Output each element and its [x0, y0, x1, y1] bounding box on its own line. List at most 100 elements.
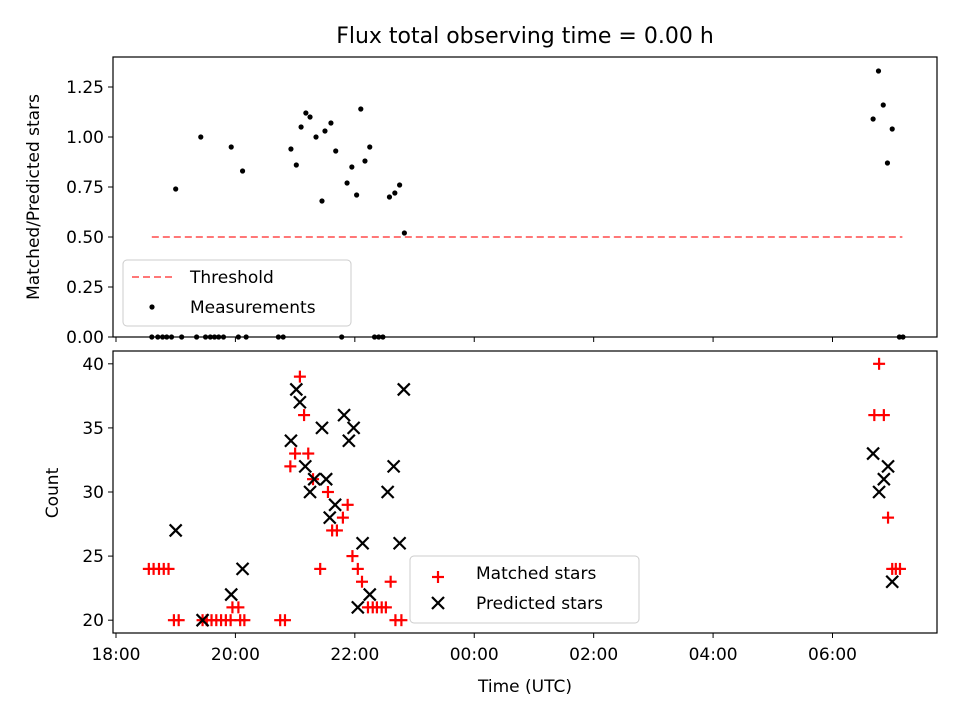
measurement-point [288, 146, 294, 152]
measurement-point [386, 194, 393, 200]
matched-star-point [293, 370, 306, 383]
measurement-point [880, 102, 886, 108]
predicted-star-point [289, 382, 304, 397]
predicted-star-point [380, 485, 395, 499]
measurement-point [173, 186, 179, 192]
bottom-y-axis-label: Count [43, 467, 63, 518]
predicted-star-point [319, 472, 333, 486]
measurement-point [207, 334, 213, 340]
predicted-star-point [168, 523, 183, 538]
predicted-star-point [293, 395, 307, 410]
matched-star-point [284, 460, 297, 473]
x-tick-label: 00:00 [450, 645, 499, 665]
y-tick-label: 40 [82, 355, 104, 375]
x-tick-label: 22:00 [330, 645, 379, 665]
measurement-point [339, 334, 345, 340]
matched-star-point [384, 575, 397, 588]
measurement-point [216, 334, 222, 340]
measurement-point [358, 106, 364, 112]
measurement-point [280, 334, 286, 340]
y-tick-label: 0.75 [66, 178, 104, 198]
matched-star-point [298, 409, 311, 422]
axes-frame [112, 56, 938, 338]
predicted-star-point [872, 485, 886, 499]
measurement-point [397, 182, 403, 188]
measurement-point [371, 334, 378, 340]
measurement-point [333, 148, 339, 154]
y-tick-label: 1.00 [66, 128, 104, 148]
predicted-star-point [346, 421, 361, 435]
matched-star-point [336, 511, 349, 524]
predicted-star-point [866, 446, 880, 461]
legend-matched-label: Matched stars [476, 564, 596, 584]
x-tick-label: 20:00 [211, 645, 260, 665]
matched-star-point [893, 562, 906, 575]
measurement-point [884, 160, 891, 166]
predicted-star-point [224, 587, 239, 602]
measurement-point [349, 164, 355, 170]
legend-predicted-swatch [431, 596, 445, 610]
measurement-point [168, 334, 175, 340]
measurement-point [900, 334, 906, 340]
predicted-star-point [284, 433, 298, 448]
y-tick-label: 20 [82, 611, 104, 631]
measurement-point [211, 334, 218, 340]
measurement-point [328, 120, 334, 126]
measurement-point [875, 68, 882, 74]
predicted-star-point [885, 574, 899, 589]
measurement-point [354, 192, 360, 198]
matched-star-point [330, 524, 343, 537]
matched-star-point [302, 447, 315, 460]
x-tick-label: 02:00 [569, 645, 618, 665]
matched-star-point [351, 562, 364, 575]
measurement-point [870, 116, 876, 122]
legend-predicted-label: Predicted stars [476, 594, 603, 614]
measurement-point [202, 334, 209, 340]
x-tick-label: 06:00 [808, 645, 857, 665]
predicted-star-point [877, 472, 891, 486]
x-tick-label: 18:00 [91, 645, 140, 665]
matched-star-point [379, 601, 392, 614]
measurement-point [376, 334, 382, 340]
measurement-point [367, 144, 373, 150]
y-tick-label: 1.25 [66, 78, 104, 98]
predicted-star-point [303, 485, 317, 499]
predicted-star-point [307, 472, 322, 486]
matched-star-point [172, 614, 185, 627]
matched-star-point [232, 601, 245, 614]
matched-star-point [314, 562, 327, 575]
matched-star-point [289, 447, 302, 460]
predicted-star-point [298, 459, 313, 474]
measurement-point [164, 334, 170, 340]
y-tick-label: 0.50 [66, 228, 104, 248]
predicted-star-point [235, 562, 250, 576]
matched-star-point [278, 614, 291, 627]
bottom-plot-area: 20 25 30 35 40 18:00 20:00 22:00 00:00 02:00 04:00… [82, 350, 938, 665]
predicted-star-point [342, 433, 356, 448]
measurement-point [380, 334, 386, 340]
measurement-point [293, 162, 299, 168]
predicted-star-point [355, 536, 370, 551]
top-chart-title: Flux total observing time = 0.00 h [336, 24, 714, 49]
predicted-star-point [881, 459, 895, 474]
predicted-star-point [322, 510, 337, 525]
matched-star-point [341, 498, 354, 511]
legend-threshold-label: Threshold [189, 268, 274, 288]
measurement-point [303, 110, 309, 116]
measurement-point [362, 158, 368, 164]
matched-star-point [321, 486, 334, 498]
measurement-point [889, 126, 895, 132]
measurement-point [243, 334, 249, 340]
matched-star-point [873, 357, 886, 370]
measurement-point [155, 334, 161, 340]
measurement-point [322, 128, 328, 134]
predicted-star-point [315, 421, 329, 435]
bottom-legend: Matched stars Predicted stars [409, 555, 640, 624]
matched-star-point [162, 562, 175, 575]
matched-star-point [238, 614, 251, 627]
y-tick-label: 35 [82, 419, 104, 439]
measurement-point [179, 334, 185, 340]
measurement-point [275, 334, 281, 340]
measurement-point [319, 198, 325, 204]
y-tick-label: 0.00 [66, 328, 104, 348]
